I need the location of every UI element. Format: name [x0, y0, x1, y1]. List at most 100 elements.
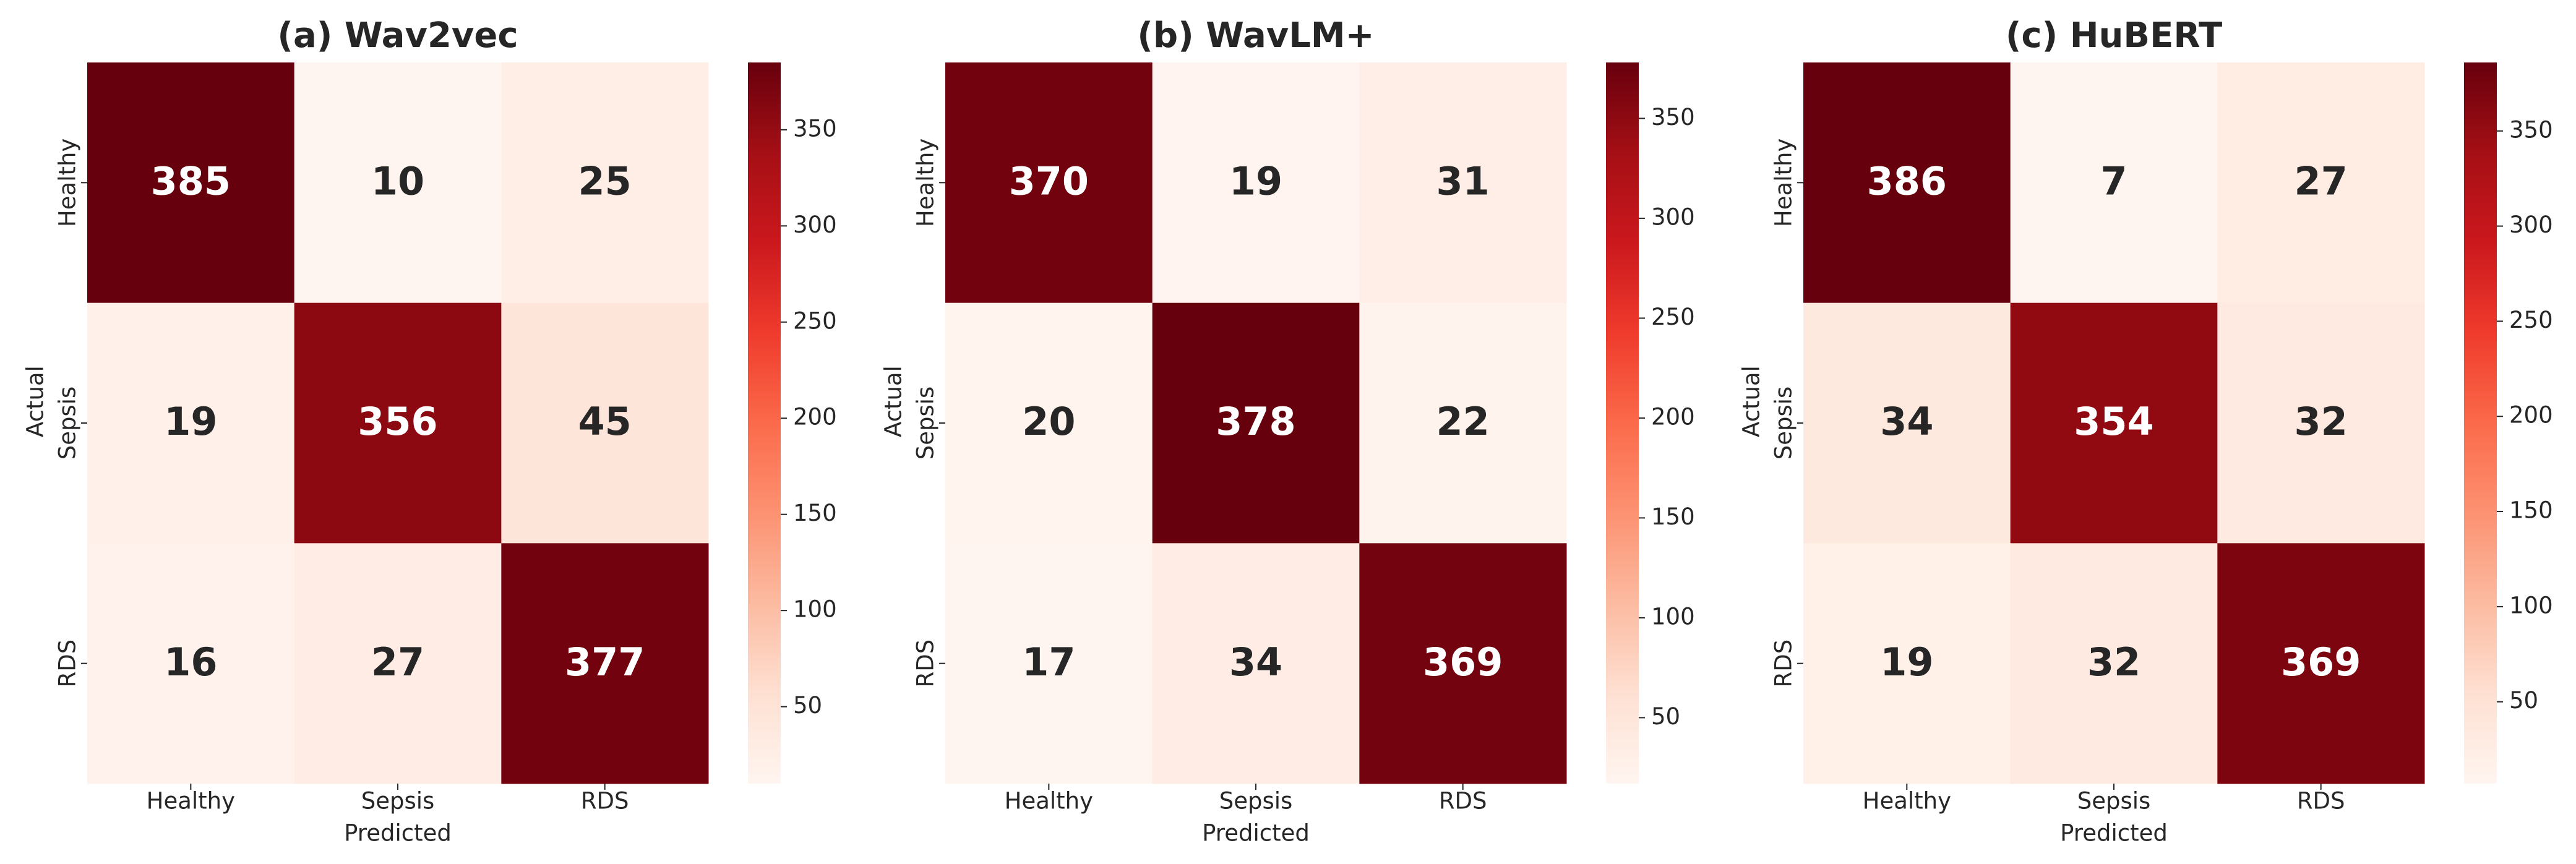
colorbar-tick-label: 300 [793, 212, 837, 238]
cell-label: 369 [1423, 639, 1503, 685]
x-axis-label: Predicted [344, 820, 452, 847]
colorbar-tick-label: 150 [793, 500, 837, 526]
y-tick-label: RDS [54, 639, 81, 688]
colorbar-tick-label: 50 [2509, 687, 2538, 714]
cell-label: 16 [164, 639, 217, 685]
y-tick-label: Healthy [1771, 139, 1797, 227]
heatmap-cell [1803, 302, 2011, 544]
heatmap-cell [1152, 302, 1360, 544]
colorbar-tick-label: 350 [2509, 116, 2553, 143]
cell-label: 370 [1009, 158, 1089, 203]
cell-label: 7 [2100, 158, 2127, 203]
cell-label: 385 [151, 158, 231, 203]
x-tick-label: RDS [581, 788, 629, 815]
colorbar-tick-label: 200 [1651, 403, 1695, 430]
y-axis-label: Actual [1738, 366, 1765, 437]
cell-label: 32 [2295, 399, 2348, 444]
cell-label: 19 [1229, 158, 1282, 203]
x-tick-label: Healthy [1863, 788, 1951, 815]
colorbar-tick-label: 200 [793, 404, 837, 430]
heatmap-cell [1359, 302, 1567, 544]
x-tick-label: Healthy [1005, 788, 1093, 815]
heatmap-cell [87, 302, 295, 544]
cell-label: 22 [1436, 399, 1490, 444]
colorbar-tick-label: 150 [2509, 497, 2553, 524]
colorbar [748, 62, 781, 784]
colorbar-tick-label: 350 [793, 115, 837, 142]
cell-label: 386 [1867, 158, 1947, 203]
heatmap-cell [1359, 543, 1567, 784]
heatmap-cell [294, 543, 502, 784]
heatmap-cell [501, 62, 709, 304]
colorbar-tick-label: 250 [793, 307, 837, 334]
x-tick-label: Sepsis [1219, 788, 1293, 815]
y-tick-label: Healthy [912, 139, 939, 227]
cell-label: 34 [1880, 399, 1933, 444]
colorbar-tick-label: 150 [1651, 503, 1695, 530]
cell-label: 377 [565, 639, 645, 685]
colorbar-tick-label: 250 [1651, 304, 1695, 330]
y-tick-label: Sepsis [54, 387, 81, 460]
cell-label: 31 [1436, 158, 1490, 203]
cell-label: 378 [1216, 399, 1295, 444]
cell-label: 10 [371, 158, 424, 203]
x-axis-label: Predicted [2060, 820, 2168, 847]
colorbar-tick-label: 50 [1651, 703, 1680, 730]
heatmap-cell [1152, 62, 1360, 304]
chart-title: (a) Wav2vec [277, 15, 518, 56]
cell-label: 27 [371, 639, 424, 685]
colorbar-tick-label: 250 [2509, 307, 2553, 333]
y-tick-label: Sepsis [912, 387, 939, 460]
colorbar-tick-label: 300 [2509, 212, 2553, 238]
colorbar-tick-label: 200 [2509, 402, 2553, 429]
chart-title: (c) HuBERT [2006, 15, 2222, 56]
heatmap-cell [501, 302, 709, 544]
colorbar-tick-label: 50 [793, 692, 822, 719]
heatmap-cell [87, 543, 295, 784]
cell-label: 17 [1022, 639, 1075, 685]
y-axis-label: Actual [22, 366, 49, 437]
heatmap-cell [294, 62, 502, 304]
x-tick-label: Sepsis [2077, 788, 2151, 815]
heatmap-cell [1152, 543, 1360, 784]
heatmap-cell [1359, 62, 1567, 304]
cell-label: 20 [1022, 399, 1075, 444]
colorbar [2464, 62, 2497, 784]
heatmap-cell [2217, 543, 2425, 784]
heatmap-cell [945, 543, 1153, 784]
heatmap-cell [2217, 62, 2425, 304]
colorbar-tick-label: 100 [1651, 603, 1695, 630]
x-tick-label: Healthy [147, 788, 235, 815]
cell-label: 45 [578, 399, 632, 444]
colorbar-tick-label: 100 [2509, 592, 2553, 618]
y-tick-label: Healthy [54, 139, 81, 227]
x-axis-label: Predicted [1202, 820, 1310, 847]
y-tick-label: Sepsis [1771, 387, 1797, 460]
cell-label: 32 [2087, 639, 2140, 685]
heatmap-cell [1803, 62, 2011, 304]
heatmap-cell [294, 302, 502, 544]
heatmap-cell [1803, 543, 2011, 784]
cell-label: 19 [1880, 639, 1933, 685]
cell-label: 19 [164, 399, 217, 444]
heatmap-cell [945, 62, 1153, 304]
heatmap-cell [501, 543, 709, 784]
heatmap-cell [2010, 543, 2218, 784]
heatmap-cell [87, 62, 295, 304]
heatmap-cell [945, 302, 1153, 544]
colorbar [1606, 62, 1639, 784]
colorbar-tick-label: 100 [793, 596, 837, 623]
heatmap-cell [2217, 302, 2425, 544]
cell-label: 369 [2281, 639, 2361, 685]
heatmap-cell [2010, 302, 2218, 544]
cell-label: 27 [2295, 158, 2348, 203]
y-axis-label: Actual [880, 366, 907, 437]
cell-label: 34 [1229, 639, 1282, 685]
y-tick-label: RDS [1771, 639, 1797, 688]
x-tick-label: Sepsis [361, 788, 435, 815]
cell-label: 356 [358, 399, 437, 444]
cell-label: 354 [2074, 399, 2153, 444]
heatmap-cell [2010, 62, 2218, 304]
x-tick-label: RDS [1439, 788, 1487, 815]
